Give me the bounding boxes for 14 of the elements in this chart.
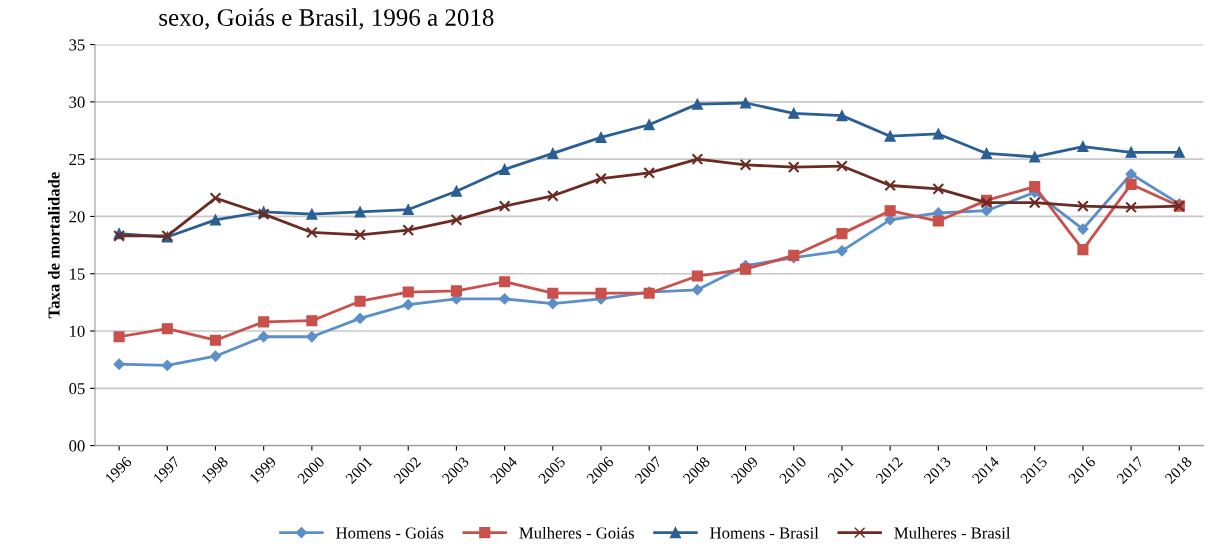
y-tick-label: 15 [70,268,85,280]
y-axis-title: Taxa de mortalidade [47,172,60,319]
y-tick-label: 30 [69,96,85,108]
legend-label: Mulheres - Goiás [519,526,635,539]
y-tick-label: 20 [69,211,85,223]
legend-label: Homens - Goiás [336,526,444,539]
y-tick-label: 35 [69,39,85,51]
y-tick-label: 10 [70,325,85,337]
y-tick-label: 00 [69,440,85,452]
legend-label: Mulheres - Brasil [894,526,1011,539]
legend-label: Homens - Brasil [710,526,819,539]
y-tick-label: 05 [69,383,85,395]
y-tick-label: 25 [69,153,85,166]
chart-title: sexo, Goiás e Brasil, 1996 a 2018 [159,8,494,30]
